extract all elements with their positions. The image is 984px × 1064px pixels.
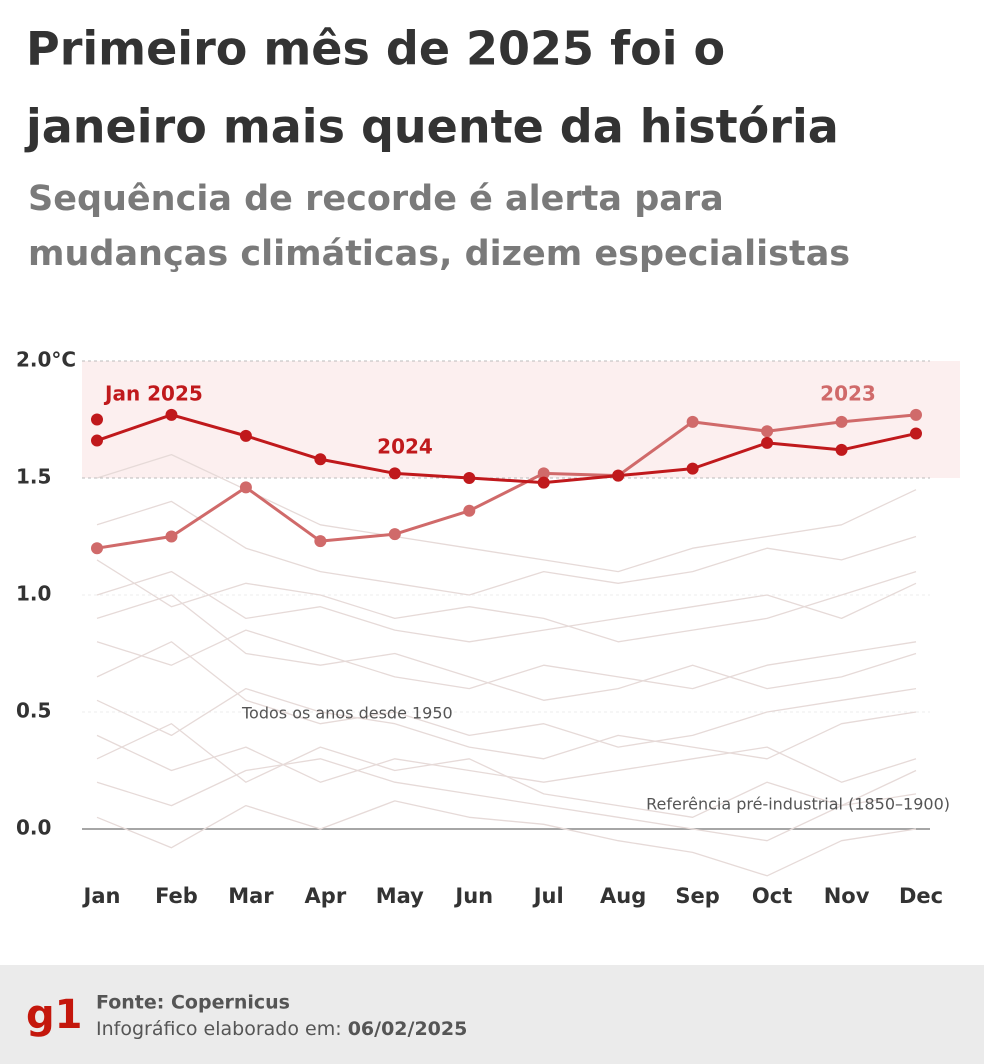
background-line (96, 800, 917, 877)
y-tick-label: 1.5 (16, 465, 51, 489)
date: 06/02/2025 (348, 1018, 468, 1040)
series-label: 2024 (377, 435, 433, 459)
x-tick-label: Jan (82, 884, 121, 908)
point (165, 408, 178, 421)
made-label-text: Infográfico elaborado em: (96, 1018, 342, 1040)
point (910, 408, 922, 421)
point (314, 535, 327, 548)
point (388, 528, 401, 541)
background-line (96, 734, 917, 783)
x-tick-label: Nov (824, 884, 870, 908)
y-tick-label: 2.0°C (16, 348, 76, 372)
point (239, 429, 252, 442)
series-label: Jan 2025 (103, 382, 203, 406)
point (91, 434, 103, 447)
y-tick-label: 0.0 (16, 816, 51, 840)
point (835, 443, 848, 456)
x-tick-label: May (376, 884, 424, 908)
x-tick-label: Mar (228, 884, 274, 908)
background-line (96, 687, 917, 760)
background-line (96, 570, 917, 643)
point (463, 504, 476, 517)
point (612, 469, 625, 482)
y-tick-label: 1.0 (16, 582, 51, 606)
x-tick-label: Apr (305, 884, 347, 908)
point (537, 476, 550, 489)
background-line (96, 641, 917, 748)
x-tick-label: Jun (453, 884, 493, 908)
background-label: Todos os anos desde 1950 (241, 704, 453, 723)
title-line: janeiro mais quente da história (24, 100, 839, 154)
point (239, 481, 252, 494)
source: Fonte: Copernicus (96, 992, 290, 1014)
series-line (96, 413, 917, 550)
made-label: Infográfico elaborado em: 06/02/2025 (96, 1018, 467, 1040)
point (761, 436, 774, 449)
x-tick-label: Oct (752, 884, 792, 908)
title-line: Primeiro mês de 2025 foi o (26, 22, 725, 76)
subtitle-line: Sequência de recorde é alerta para (28, 179, 724, 219)
series-label: 2023 (820, 382, 876, 406)
background-line (96, 629, 917, 690)
reference-label: Referência pré-industrial (1850–1900) (646, 795, 950, 814)
background-line (96, 559, 917, 643)
point (761, 425, 774, 438)
footer-bg (0, 965, 984, 1064)
point (463, 472, 476, 484)
point (537, 467, 550, 480)
point (165, 530, 178, 543)
y-tick-label: 0.5 (16, 699, 51, 723)
point (91, 413, 103, 426)
point (686, 415, 699, 428)
series-line (96, 413, 917, 485)
point (910, 427, 922, 440)
x-tick-label: Feb (155, 884, 198, 908)
point (91, 542, 103, 555)
point (686, 462, 699, 475)
background-line (96, 500, 917, 596)
background-line (96, 594, 917, 701)
x-tick-label: Dec (899, 884, 943, 908)
point (388, 467, 401, 480)
logo: g1 (26, 992, 82, 1038)
x-tick-label: Jul (532, 884, 564, 908)
point (314, 453, 327, 466)
background-line (96, 453, 917, 573)
subtitle-line: mudanças climáticas, dizem especialistas (28, 234, 850, 274)
background-line (96, 758, 917, 842)
band (82, 361, 960, 478)
x-tick-label: Aug (600, 884, 646, 908)
x-tick-label: Sep (675, 884, 719, 908)
point (835, 415, 848, 428)
